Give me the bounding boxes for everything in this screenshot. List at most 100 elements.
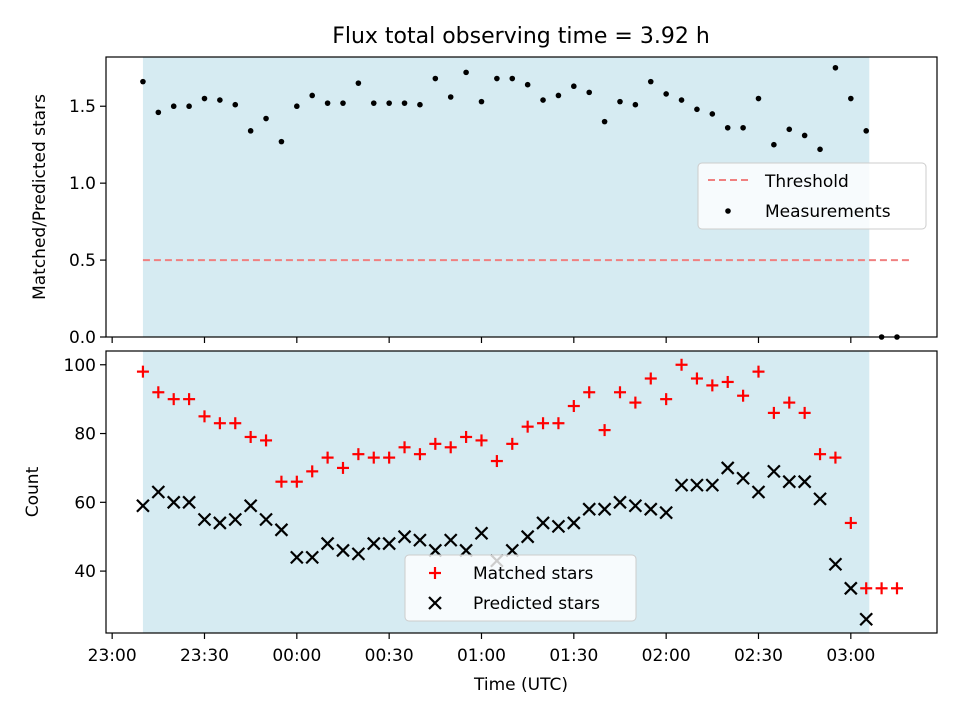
matched-stars-point bbox=[398, 441, 411, 454]
top-y-axis-label: Matched/Predicted stars bbox=[30, 94, 50, 300]
y-tick-label: 80 bbox=[74, 425, 96, 445]
matched-stars-point bbox=[229, 417, 242, 430]
matched-stars-point bbox=[475, 434, 488, 447]
predicted-stars-point bbox=[382, 536, 396, 551]
predicted-stars-point bbox=[643, 502, 658, 516]
measurement-point bbox=[263, 115, 269, 122]
x-tick-label: 03:00 bbox=[826, 646, 875, 666]
predicted-stars-point bbox=[505, 543, 520, 558]
measurement-point bbox=[155, 109, 162, 116]
x-tick-label: 00:30 bbox=[365, 646, 414, 666]
legend-measurements-label: Measurements bbox=[765, 202, 891, 222]
matched-stars-point bbox=[198, 410, 211, 423]
measurement-point bbox=[817, 146, 823, 153]
measurement-point bbox=[555, 92, 562, 99]
measurement-point bbox=[771, 141, 777, 148]
matched-stars-point bbox=[167, 393, 180, 406]
matched-stars-point bbox=[152, 386, 165, 399]
matched-stars-point bbox=[737, 389, 750, 402]
predicted-stars-point bbox=[613, 495, 627, 510]
predicted-stars-point bbox=[397, 529, 412, 544]
predicted-stars-point bbox=[659, 505, 673, 520]
measurement-point bbox=[801, 132, 808, 139]
matched-stars-point bbox=[490, 455, 503, 468]
matched-stars-point bbox=[290, 475, 303, 488]
matched-stars-point bbox=[613, 386, 626, 399]
measurement-point bbox=[786, 126, 793, 133]
top-panel: 0.0 0.5 1.0 1.5 Matched/Predicted stars Thr… bbox=[30, 56, 938, 348]
matched-stars-point bbox=[860, 582, 873, 595]
matched-stars-point bbox=[829, 451, 842, 464]
predicted-stars-point bbox=[844, 581, 858, 596]
measurement-point bbox=[586, 89, 593, 96]
matched-stars-point bbox=[306, 465, 319, 478]
predicted-stars-point bbox=[166, 495, 181, 510]
top-legend: Threshold Measurements bbox=[697, 162, 927, 230]
predicted-stars-point bbox=[259, 512, 273, 527]
measurement-point bbox=[509, 75, 516, 82]
bottom-legend: Matched stars Predicted stars bbox=[404, 554, 637, 622]
matched-stars-point bbox=[213, 417, 226, 430]
matched-stars-point bbox=[583, 386, 596, 399]
matched-stars-point bbox=[444, 441, 457, 454]
predicted-stars-point bbox=[151, 485, 166, 499]
matched-stars-point bbox=[690, 372, 703, 385]
matched-stars-point bbox=[367, 451, 380, 464]
x-axis-label: Time (UTC) bbox=[473, 675, 568, 695]
legend-measurements-swatch bbox=[725, 208, 731, 214]
legend-predicted-swatch bbox=[428, 596, 442, 610]
matched-stars-point bbox=[413, 448, 426, 461]
predicted-stars-point bbox=[320, 536, 335, 551]
top-legend-box bbox=[697, 162, 927, 230]
x-tick-label: 23:00 bbox=[88, 646, 137, 666]
matched-stars-point bbox=[336, 461, 349, 474]
x-tick-label: 23:30 bbox=[180, 646, 229, 666]
measurement-point bbox=[678, 97, 685, 103]
predicted-stars-point bbox=[705, 478, 720, 492]
predicted-stars-point bbox=[520, 529, 535, 544]
measurement-point bbox=[232, 101, 239, 108]
x-tick-label: 02:30 bbox=[734, 646, 783, 666]
predicted-stars-point bbox=[597, 502, 612, 516]
measurement-point bbox=[848, 95, 854, 102]
matched-stars-point bbox=[460, 430, 473, 443]
predicted-stars-point bbox=[182, 495, 196, 510]
predicted-stars-point bbox=[751, 485, 766, 499]
predicted-stars-point bbox=[797, 474, 812, 489]
measurement-point bbox=[401, 100, 408, 106]
measurement-point bbox=[647, 78, 654, 85]
predicted-stars-point bbox=[551, 519, 566, 534]
measurement-point bbox=[463, 69, 469, 76]
predicted-stars-point bbox=[413, 533, 427, 547]
legend-threshold-label: Threshold bbox=[764, 172, 849, 192]
bottom-legend-box bbox=[404, 554, 637, 622]
predicted-stars-point bbox=[474, 526, 489, 541]
predicted-stars-point bbox=[567, 516, 581, 530]
bottom-y-axis-label: Count bbox=[23, 466, 43, 517]
measurement-point bbox=[724, 124, 731, 131]
measurement-point bbox=[217, 97, 223, 103]
predicted-stars-point bbox=[628, 498, 643, 513]
predicted-stars-point bbox=[274, 523, 289, 537]
predicted-stars-point bbox=[443, 533, 458, 547]
matched-stars-point bbox=[798, 406, 811, 419]
predicted-stars-point bbox=[767, 464, 781, 479]
predicted-stars-point bbox=[690, 478, 704, 492]
x-tick-label: 02:00 bbox=[642, 646, 691, 666]
predicted-stars-point bbox=[674, 478, 689, 492]
matched-stars-point bbox=[644, 372, 657, 385]
predicted-stars-point bbox=[813, 492, 827, 506]
matched-stars-point bbox=[890, 582, 903, 595]
measurement-point bbox=[478, 98, 485, 105]
measurement-point bbox=[494, 75, 500, 82]
measurement-point bbox=[832, 64, 839, 71]
matched-stars-point bbox=[767, 406, 780, 419]
measurement-point bbox=[140, 78, 146, 85]
predicted-stars-point bbox=[859, 612, 873, 627]
measurement-point bbox=[524, 81, 531, 88]
predicted-stars-point bbox=[720, 461, 735, 475]
matched-stars-point bbox=[552, 417, 565, 430]
matched-stars-point bbox=[429, 437, 442, 450]
matched-stars-point bbox=[629, 396, 642, 409]
